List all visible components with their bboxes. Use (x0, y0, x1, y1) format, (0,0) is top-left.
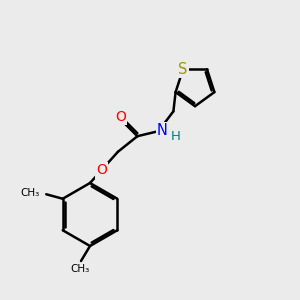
Text: CH₃: CH₃ (70, 263, 89, 274)
Text: O: O (96, 164, 107, 177)
Text: S: S (178, 62, 188, 77)
Text: CH₃: CH₃ (20, 188, 40, 198)
Text: H: H (171, 130, 180, 143)
Text: O: O (115, 110, 126, 124)
Text: N: N (157, 123, 168, 138)
